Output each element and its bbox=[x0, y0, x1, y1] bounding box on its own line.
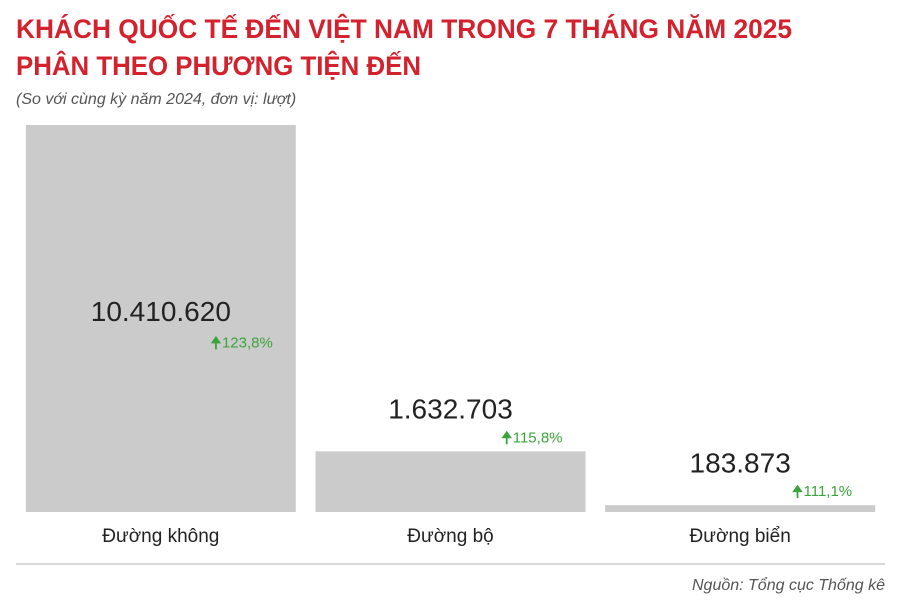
value-label: 10.410.620 bbox=[91, 296, 231, 327]
up-arrow-icon bbox=[210, 335, 222, 350]
bar bbox=[315, 451, 586, 512]
subtitle: (So với cùng kỳ năm 2024, đơn vị: lượt) bbox=[16, 91, 296, 108]
change-label: 115,8% bbox=[513, 429, 563, 446]
x-tick-label: Đường biển bbox=[690, 526, 791, 547]
change-label: 123,8% bbox=[222, 334, 273, 351]
up-arrow-icon bbox=[501, 430, 512, 445]
chart-title: KHÁCH QUỐC TẾ ĐẾN VIỆT NAM TRONG 7 THÁNG… bbox=[16, 12, 792, 44]
source: Nguồn: Tổng cục Thống kê bbox=[692, 576, 885, 594]
change-label: 111,1% bbox=[804, 483, 853, 500]
value-label: 183.873 bbox=[690, 448, 791, 479]
bar bbox=[605, 505, 876, 512]
up-arrow-icon bbox=[792, 484, 803, 499]
bar bbox=[25, 125, 296, 512]
x-tick-label: Đường không bbox=[102, 526, 219, 547]
x-tick-label: Đường bộ bbox=[407, 526, 493, 547]
value-label: 1.632.703 bbox=[388, 394, 513, 425]
chart-title: PHÂN THEO PHƯƠNG TIỆN ĐẾN bbox=[16, 50, 421, 81]
